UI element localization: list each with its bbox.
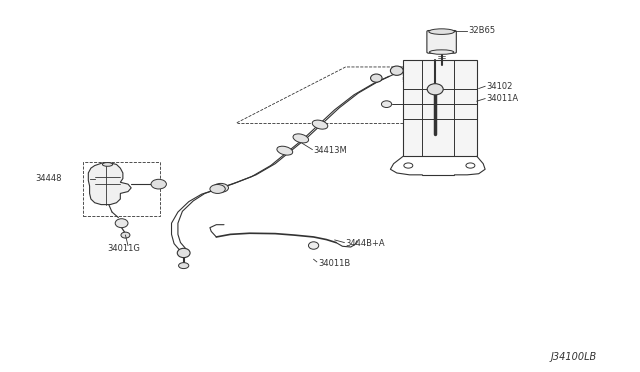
Ellipse shape bbox=[151, 179, 166, 189]
Text: 34011G: 34011G bbox=[108, 244, 140, 253]
Ellipse shape bbox=[429, 29, 454, 35]
Text: J34100LB: J34100LB bbox=[550, 352, 596, 362]
Ellipse shape bbox=[429, 50, 454, 54]
Text: 34011A: 34011A bbox=[486, 94, 518, 103]
Polygon shape bbox=[88, 163, 131, 205]
Ellipse shape bbox=[404, 163, 413, 168]
Ellipse shape bbox=[293, 134, 308, 143]
Ellipse shape bbox=[277, 146, 292, 155]
Text: 34102: 34102 bbox=[486, 82, 513, 91]
Text: 34448: 34448 bbox=[35, 174, 61, 183]
Ellipse shape bbox=[210, 185, 225, 193]
Text: 34413M: 34413M bbox=[314, 146, 348, 155]
Text: 3444B+A: 3444B+A bbox=[346, 239, 385, 248]
Text: 32B65: 32B65 bbox=[468, 26, 495, 35]
Ellipse shape bbox=[179, 263, 189, 269]
Ellipse shape bbox=[390, 66, 403, 75]
Ellipse shape bbox=[121, 232, 130, 238]
FancyBboxPatch shape bbox=[427, 31, 456, 53]
Ellipse shape bbox=[213, 183, 228, 192]
Ellipse shape bbox=[308, 242, 319, 249]
Text: 34011B: 34011B bbox=[318, 259, 350, 267]
Polygon shape bbox=[403, 60, 477, 156]
Ellipse shape bbox=[466, 163, 475, 168]
Ellipse shape bbox=[428, 84, 444, 95]
Ellipse shape bbox=[115, 219, 128, 228]
Ellipse shape bbox=[381, 101, 392, 108]
Bar bbox=[83, 162, 160, 216]
Ellipse shape bbox=[102, 163, 113, 166]
Ellipse shape bbox=[371, 74, 382, 82]
Ellipse shape bbox=[312, 120, 328, 129]
Ellipse shape bbox=[177, 248, 190, 257]
